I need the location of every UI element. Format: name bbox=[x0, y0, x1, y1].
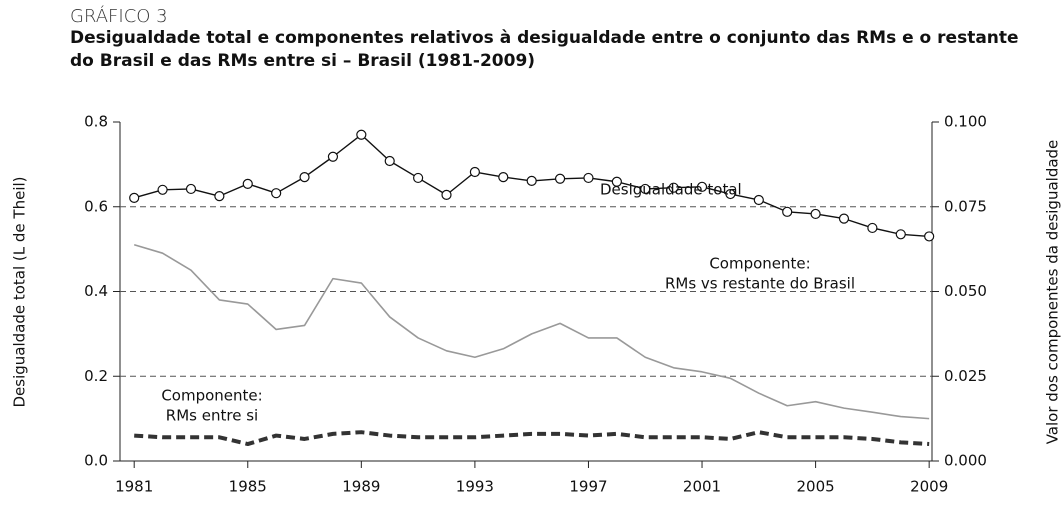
data-point bbox=[498, 171, 509, 183]
data-point bbox=[838, 213, 850, 224]
y2-tick-label: 0.075 bbox=[944, 197, 987, 215]
y-axis-label: Desigualdade total (L de Theil) bbox=[11, 176, 29, 407]
x-tick-label: 1985 bbox=[229, 478, 267, 496]
data-point bbox=[782, 206, 793, 217]
data-point bbox=[725, 188, 736, 200]
data-point bbox=[810, 208, 821, 220]
y-tick-label: 0.8 bbox=[84, 113, 108, 131]
data-point bbox=[242, 178, 253, 189]
data-point bbox=[924, 231, 935, 242]
series-label: RMs vs restante do Brasil bbox=[665, 275, 855, 293]
x-tick-label: 1981 bbox=[115, 478, 153, 496]
data-point bbox=[469, 166, 480, 178]
data-point bbox=[129, 192, 140, 203]
y-tick-label: 0.2 bbox=[84, 367, 108, 385]
series-label: Componente: bbox=[709, 255, 810, 273]
data-point bbox=[696, 181, 708, 192]
data-point bbox=[299, 171, 310, 183]
y2-tick-label: 0.100 bbox=[944, 113, 987, 131]
data-point bbox=[895, 229, 906, 240]
header: GRÁFICO 3 Desigualdade total e component… bbox=[70, 6, 1019, 73]
data-point bbox=[441, 189, 452, 200]
x-tick-label: 1997 bbox=[569, 478, 607, 496]
y2-tick-label: 0.050 bbox=[944, 282, 987, 300]
data-point bbox=[356, 129, 367, 140]
chart-title: Desigualdade total e componentes relativ… bbox=[70, 28, 1019, 48]
data-point bbox=[640, 183, 651, 195]
y-tick-label: 0.6 bbox=[84, 197, 108, 215]
y2-tick-label: 0.000 bbox=[944, 452, 987, 470]
data-point bbox=[384, 155, 395, 167]
x-tick-label: 2005 bbox=[797, 478, 835, 496]
series-label: RMs entre si bbox=[166, 407, 258, 425]
data-point bbox=[583, 172, 594, 184]
data-point bbox=[554, 173, 566, 184]
y-tick-label: 0.4 bbox=[84, 282, 108, 300]
data-point bbox=[157, 184, 168, 195]
y2-axis-label: Valor dos componentes da desigualdade bbox=[1044, 140, 1062, 445]
data-point bbox=[526, 175, 537, 187]
data-point bbox=[185, 183, 197, 195]
data-point bbox=[413, 172, 424, 184]
data-point bbox=[611, 176, 622, 187]
x-tick-label: 2009 bbox=[910, 478, 948, 496]
x-tick-label: 2001 bbox=[683, 478, 721, 496]
series-label: Desigualdade total bbox=[600, 181, 742, 199]
chart-title: do Brasil e das RMs entre si – Brasil (1… bbox=[70, 51, 536, 71]
y-tick-label: 0.0 bbox=[84, 452, 108, 470]
data-point bbox=[668, 182, 679, 193]
x-tick-label: 1989 bbox=[342, 478, 380, 496]
data-point bbox=[271, 188, 282, 199]
series-line bbox=[133, 243, 930, 420]
y2-tick-label: 0.025 bbox=[944, 367, 987, 385]
chart-kicker: GRÁFICO 3 bbox=[70, 6, 168, 27]
x-tick-label: 1993 bbox=[456, 478, 494, 496]
data-point bbox=[327, 151, 339, 162]
data-point bbox=[214, 191, 225, 202]
series-label: Componente: bbox=[161, 387, 262, 405]
data-point bbox=[867, 222, 878, 234]
data-point bbox=[753, 194, 764, 206]
series-line bbox=[134, 430, 930, 447]
